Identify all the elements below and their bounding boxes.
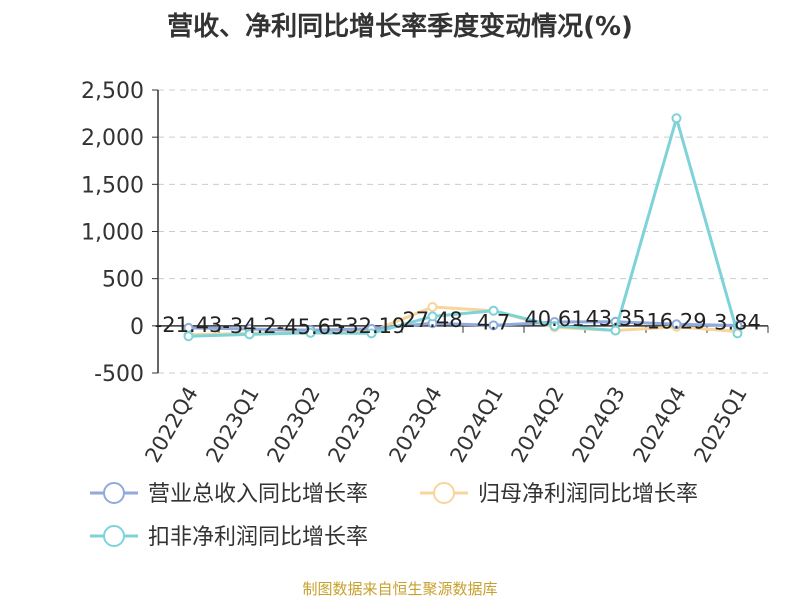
series-point <box>488 320 499 331</box>
series-line <box>188 116 739 338</box>
data-label: -45.65 <box>277 315 345 339</box>
series-point <box>427 311 438 322</box>
series-point <box>244 329 255 340</box>
series-point <box>488 305 499 316</box>
y-tick-label: 2,000 <box>81 126 144 151</box>
x-tick-label: 2022Q4 <box>140 383 202 467</box>
x-tick-label: 2024Q4 <box>628 383 690 467</box>
data-label: -21.43 <box>155 313 223 337</box>
x-tick-label: 2024Q3 <box>567 383 629 467</box>
y-tick-label: -500 <box>94 362 144 387</box>
y-tick-label: 500 <box>102 268 144 293</box>
series-point <box>549 320 560 331</box>
chart-title: 营收、净利同比增长率季度变动情况(%) <box>167 12 633 42</box>
x-tick-label: 2024Q1 <box>445 383 507 467</box>
data-label: 4.7 <box>477 310 510 334</box>
x-tick-label: 2023Q2 <box>262 383 324 467</box>
x-tick-label: 2023Q1 <box>201 383 263 467</box>
data-label: 3.84 <box>714 310 761 334</box>
series-point <box>427 301 438 312</box>
x-tick-label: 2025Q1 <box>689 383 751 467</box>
data-source-footer: 制图数据来自恒生聚源数据库 <box>302 580 498 598</box>
legend-marker <box>433 482 455 504</box>
x-tick-label: 2024Q2 <box>506 383 568 467</box>
x-tick-label: 2023Q3 <box>323 383 385 467</box>
y-tick-label: 1,500 <box>81 173 144 198</box>
data-label: -32.19 <box>338 314 406 338</box>
x-tick-label: 2023Q4 <box>384 383 446 467</box>
legend-label: 营业总收入同比增长率 <box>148 482 368 507</box>
legend-label: 扣非净利润同比增长率 <box>148 525 368 550</box>
y-tick-label: 2,500 <box>81 79 144 104</box>
data-label: 27.48 <box>402 308 462 332</box>
series-point <box>732 328 743 339</box>
legend-marker <box>103 482 125 504</box>
data-label: 16.29 <box>646 309 706 333</box>
series-point <box>671 319 682 330</box>
legend-label: 归母净利润同比增长率 <box>478 482 698 507</box>
y-tick-label: 0 <box>130 315 144 340</box>
series-point <box>183 331 194 342</box>
data-label: 43.35 <box>585 307 645 331</box>
series-line <box>188 320 738 332</box>
series-point <box>671 113 682 124</box>
legend-marker <box>103 525 125 547</box>
series-point <box>610 325 621 336</box>
data-label: 40.61 <box>524 307 584 331</box>
series-point <box>366 328 377 339</box>
y-tick-label: 1,000 <box>81 221 144 246</box>
series-point <box>305 327 316 338</box>
data-label: -34.2 <box>222 314 276 338</box>
